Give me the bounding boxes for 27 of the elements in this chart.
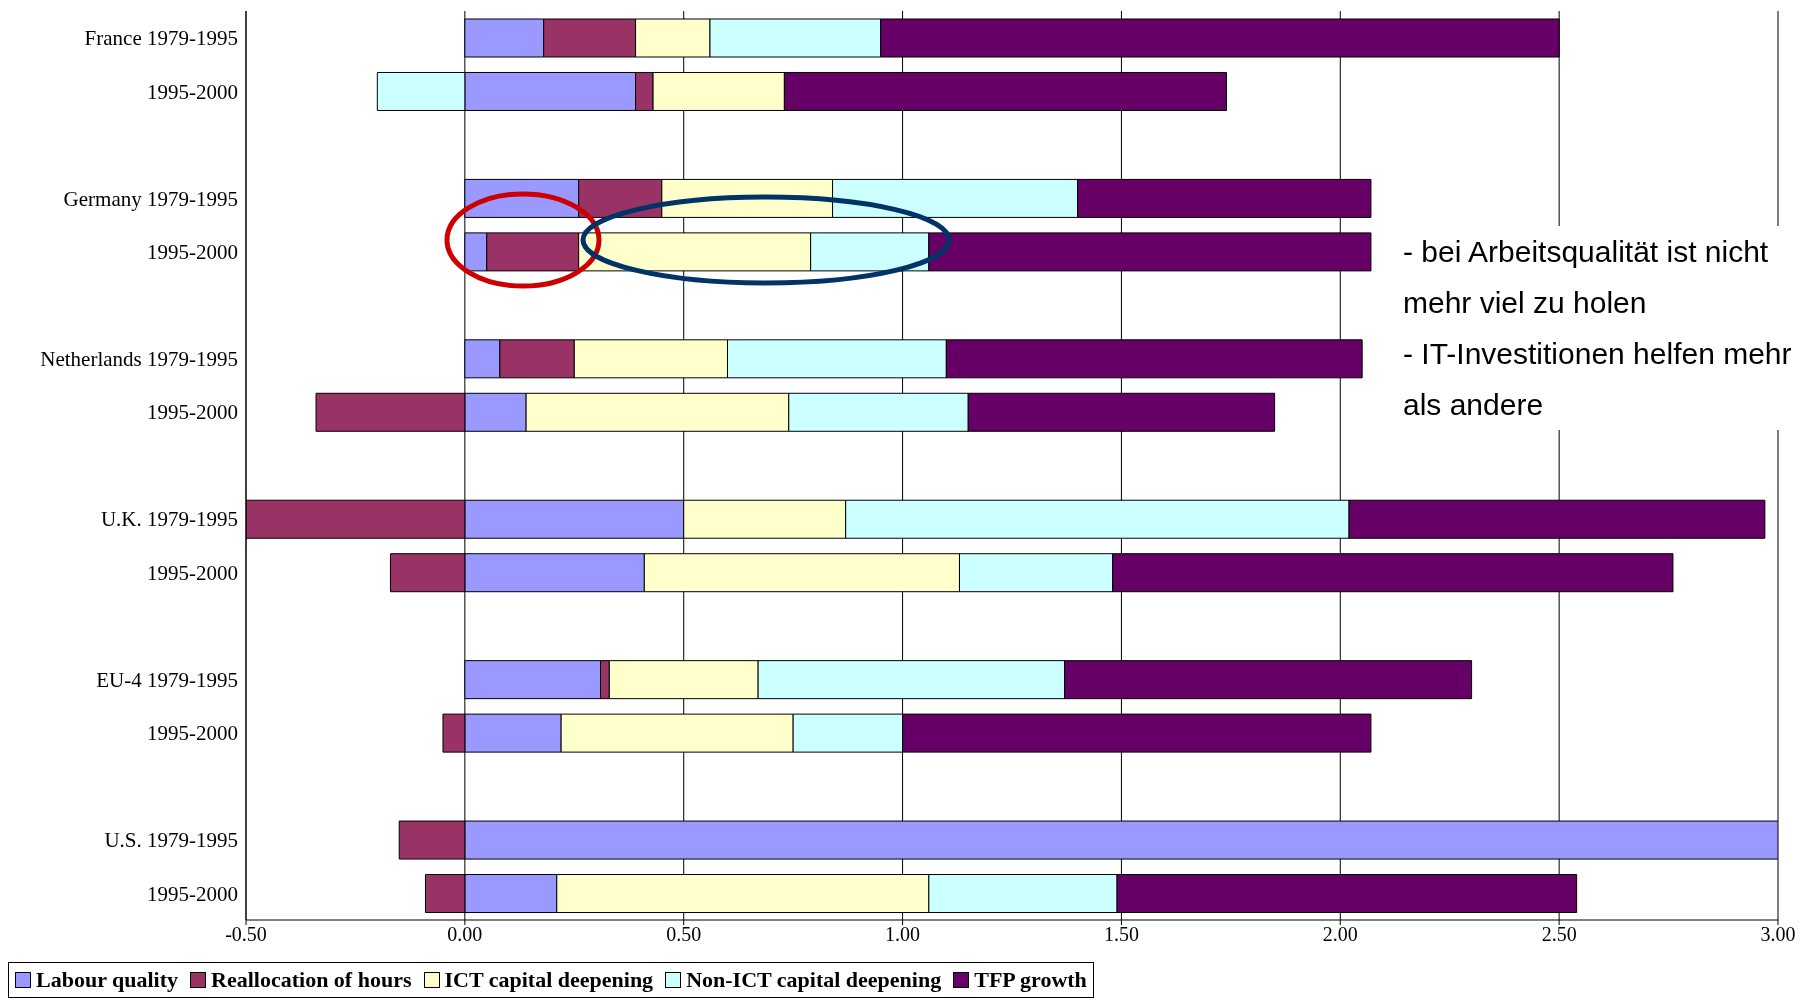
legend-label: ICT capital deepening — [443, 967, 654, 993]
y-tick-label: 1995-2000 — [147, 240, 238, 265]
x-tick-label: 0.00 — [447, 923, 483, 946]
y-tick-label: 1995-2000 — [147, 721, 238, 746]
legend-label: TFP growth — [973, 967, 1087, 993]
annotation: - IT-Investitionen helfen mehr als andere — [1403, 336, 1793, 423]
y-tick-label: U.K. 1979-1995 — [100, 507, 238, 532]
legend-label: Reallocation of hours — [210, 967, 412, 993]
x-tick-label: -0.50 — [225, 923, 267, 946]
x-tick-label: 3.00 — [1760, 923, 1796, 946]
x-tick-label: 0.50 — [666, 923, 702, 946]
x-tick-label: 1.00 — [885, 923, 921, 946]
y-tick-label: 1995-2000 — [147, 400, 238, 425]
y-tick-label: 1995-2000 — [147, 560, 238, 585]
y-tick-label: Netherlands 1979-1995 — [40, 347, 238, 372]
x-tick-label: 1.50 — [1103, 923, 1139, 946]
y-tick-label: Germany 1979-1995 — [63, 186, 238, 211]
y-tick-label: France 1979-1995 — [84, 26, 238, 51]
y-tick-label: 1995-2000 — [147, 79, 238, 104]
legend-label: Labour quality — [35, 967, 179, 993]
x-tick-label: 2.50 — [1541, 923, 1577, 946]
y-tick-label: 1995-2000 — [147, 881, 238, 906]
legend-label: Non-ICT capital deepening — [685, 967, 942, 993]
y-tick-label: U.S. 1979-1995 — [104, 828, 238, 853]
y-tick-label: EU-4 1979-1995 — [96, 667, 238, 692]
x-tick-label: 2.00 — [1322, 923, 1358, 946]
annotation: - bei Arbeitsqualität ist nicht mehr viel zu holen — [1403, 234, 1770, 321]
